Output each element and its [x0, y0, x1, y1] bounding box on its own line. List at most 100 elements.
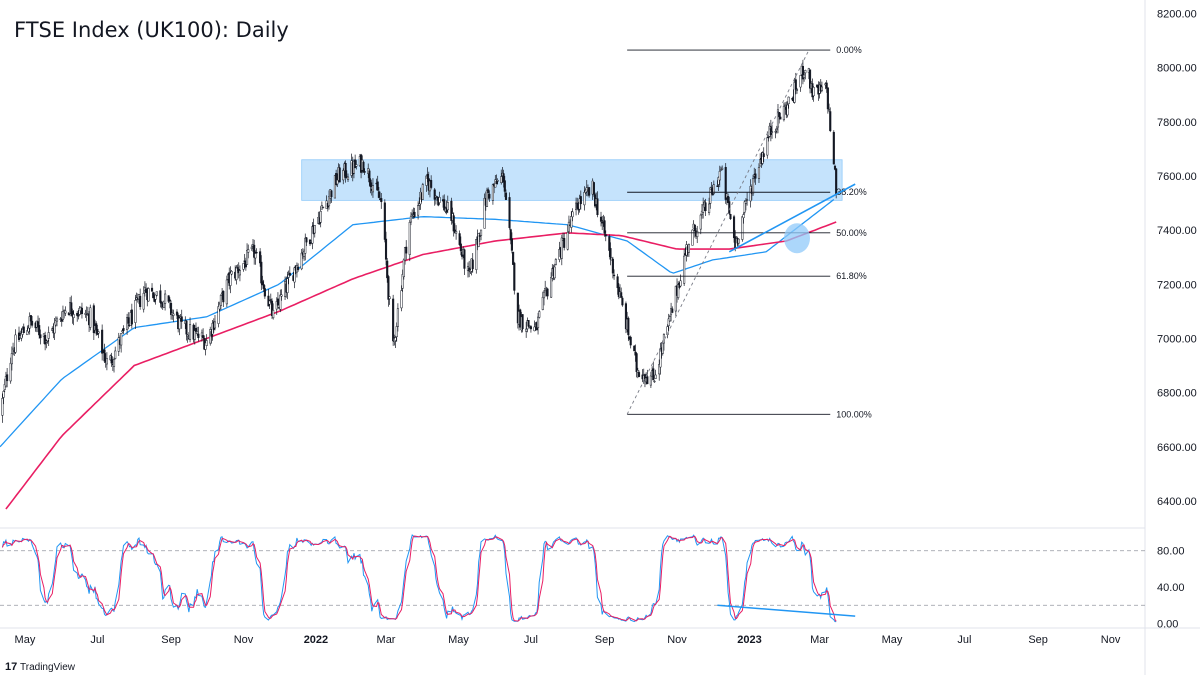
candle[interactable]	[47, 326, 50, 346]
candle[interactable]	[635, 352, 638, 378]
candle[interactable]	[313, 225, 316, 238]
candle[interactable]	[576, 197, 579, 209]
candle[interactable]	[159, 284, 162, 308]
candle[interactable]	[322, 206, 325, 209]
candle[interactable]	[637, 370, 641, 378]
candle[interactable]	[405, 240, 408, 260]
candle[interactable]	[54, 316, 57, 327]
candle[interactable]	[76, 310, 79, 322]
candle[interactable]	[538, 310, 541, 319]
candle[interactable]	[702, 197, 705, 219]
candle[interactable]	[204, 338, 207, 356]
candle[interactable]	[809, 69, 812, 94]
candle[interactable]	[122, 325, 125, 335]
candle[interactable]	[303, 249, 306, 261]
candle[interactable]	[180, 309, 183, 329]
candle[interactable]	[155, 291, 158, 297]
candle[interactable]	[205, 334, 208, 346]
candle[interactable]	[300, 248, 303, 271]
candle[interactable]	[217, 301, 220, 328]
candle[interactable]	[235, 265, 238, 285]
candle[interactable]	[167, 295, 170, 304]
candle[interactable]	[403, 247, 407, 265]
candle[interactable]	[778, 112, 781, 124]
candle[interactable]	[527, 320, 530, 328]
candle[interactable]	[411, 209, 414, 219]
candle[interactable]	[601, 215, 604, 231]
candle[interactable]	[64, 306, 67, 317]
candle[interactable]	[363, 168, 366, 176]
candle[interactable]	[238, 265, 241, 282]
candle[interactable]	[95, 321, 98, 336]
candle[interactable]	[832, 130, 835, 165]
candle[interactable]	[828, 103, 831, 112]
candle[interactable]	[380, 192, 383, 209]
candle[interactable]	[533, 320, 536, 332]
candle[interactable]	[355, 160, 358, 170]
candle[interactable]	[418, 197, 421, 211]
candle[interactable]	[729, 213, 732, 220]
candle[interactable]	[250, 244, 253, 251]
candle[interactable]	[172, 309, 175, 323]
price-trendline[interactable]	[728, 183, 856, 253]
candle[interactable]	[14, 329, 17, 355]
time-axis[interactable]: May Jul Sep Nov 2022 Mar May Jul Sep Nov 2023 Mar Ma…	[15, 634, 1121, 646]
candle[interactable]	[185, 319, 188, 341]
candle[interactable]	[263, 285, 266, 299]
candle[interactable]	[699, 213, 702, 235]
candle[interactable]	[3, 378, 6, 393]
candle[interactable]	[110, 352, 113, 367]
candle[interactable]	[704, 198, 707, 217]
stochastic-axis[interactable]: 0.00 40.00 80.00	[1157, 546, 1185, 631]
candle[interactable]	[89, 304, 92, 331]
candle[interactable]	[71, 308, 74, 324]
candle[interactable]	[446, 195, 449, 214]
candle[interactable]	[387, 274, 390, 307]
candle[interactable]	[38, 317, 41, 339]
candle[interactable]	[22, 323, 25, 334]
candle[interactable]	[164, 290, 167, 311]
candle[interactable]	[253, 239, 256, 265]
candle[interactable]	[674, 285, 677, 317]
candle[interactable]	[709, 186, 712, 209]
candle[interactable]	[194, 322, 198, 335]
candle[interactable]	[276, 292, 279, 309]
candle[interactable]	[504, 189, 508, 200]
candle[interactable]	[468, 260, 471, 278]
candle[interactable]	[142, 286, 145, 313]
candle[interactable]	[261, 275, 264, 286]
candle[interactable]	[246, 243, 249, 265]
candle[interactable]	[270, 298, 274, 319]
candle[interactable]	[491, 183, 494, 205]
candle[interactable]	[288, 266, 291, 276]
candle[interactable]	[1, 393, 4, 423]
candle[interactable]	[4, 371, 7, 388]
candle[interactable]	[443, 194, 446, 211]
candle[interactable]	[774, 128, 777, 139]
candle[interactable]	[188, 317, 192, 343]
candle[interactable]	[344, 160, 347, 183]
candle[interactable]	[829, 107, 832, 133]
candle[interactable]	[727, 193, 730, 204]
candle[interactable]	[134, 294, 137, 329]
candle[interactable]	[512, 251, 515, 266]
candle[interactable]	[335, 169, 338, 187]
candle[interactable]	[121, 328, 124, 334]
candle[interactable]	[229, 266, 232, 294]
candle[interactable]	[546, 287, 549, 300]
candle[interactable]	[222, 290, 225, 307]
candle[interactable]	[767, 135, 770, 142]
candle[interactable]	[721, 165, 724, 171]
candle[interactable]	[305, 236, 308, 247]
candle[interactable]	[794, 72, 797, 95]
tradingview-logo[interactable]: 17 TradingView	[5, 661, 76, 673]
candle[interactable]	[153, 292, 156, 303]
candle[interactable]	[342, 168, 345, 185]
candle[interactable]	[200, 329, 203, 342]
candle[interactable]	[525, 321, 528, 338]
candle[interactable]	[408, 219, 411, 262]
candle[interactable]	[400, 285, 403, 312]
candle[interactable]	[105, 352, 108, 371]
candle[interactable]	[369, 178, 372, 194]
candle[interactable]	[311, 222, 314, 250]
